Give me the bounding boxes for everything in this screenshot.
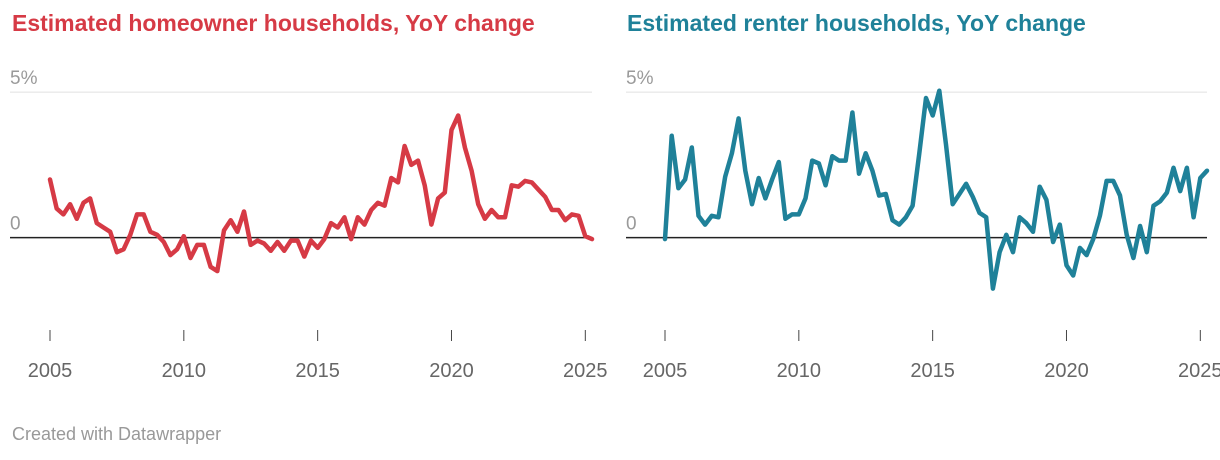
datawrapper-credit: Created with Datawrapper xyxy=(12,424,222,444)
homeowner-x-tick-label: 2015 xyxy=(295,360,340,382)
homeowner-x-tick-label: 2025 xyxy=(563,360,608,382)
homeowner-series-line xyxy=(47,113,595,274)
renter-y-tick-label: 0 xyxy=(626,214,637,235)
renter-y-tick-label: 5% xyxy=(626,68,654,89)
renter-x-tick-label: 2010 xyxy=(777,360,822,382)
homeowner-chart-panel: Estimated homeowner households, YoY chan… xyxy=(0,0,610,400)
homeowner-y-tick-label: 5% xyxy=(10,68,38,89)
homeowner-x-tick-label: 2020 xyxy=(429,360,474,382)
renter-chart-title: Estimated renter households, YoY change xyxy=(627,10,1086,36)
homeowner-x-tick-label: 2005 xyxy=(28,360,73,382)
renter-x-tick-label: 2020 xyxy=(1044,360,1089,382)
renter-x-tick-label: 2025 xyxy=(1178,360,1220,382)
homeowner-chart-svg: 5% 0 2005 2010 2015 2020 2025 xyxy=(10,68,608,382)
renter-chart-svg: 5% 0 2005 2010 2015 2020 2025 xyxy=(626,68,1220,382)
homeowner-y-tick-label: 0 xyxy=(10,214,21,235)
homeowner-chart-title: Estimated homeowner households, YoY chan… xyxy=(12,10,535,36)
renter-chart-panel: Estimated renter households, YoY change … xyxy=(615,0,1220,400)
renter-x-tick-label: 2015 xyxy=(910,360,955,382)
renter-series-line xyxy=(662,88,1210,291)
renter-x-tick-label: 2005 xyxy=(643,360,688,382)
homeowner-x-tick-label: 2010 xyxy=(162,360,207,382)
